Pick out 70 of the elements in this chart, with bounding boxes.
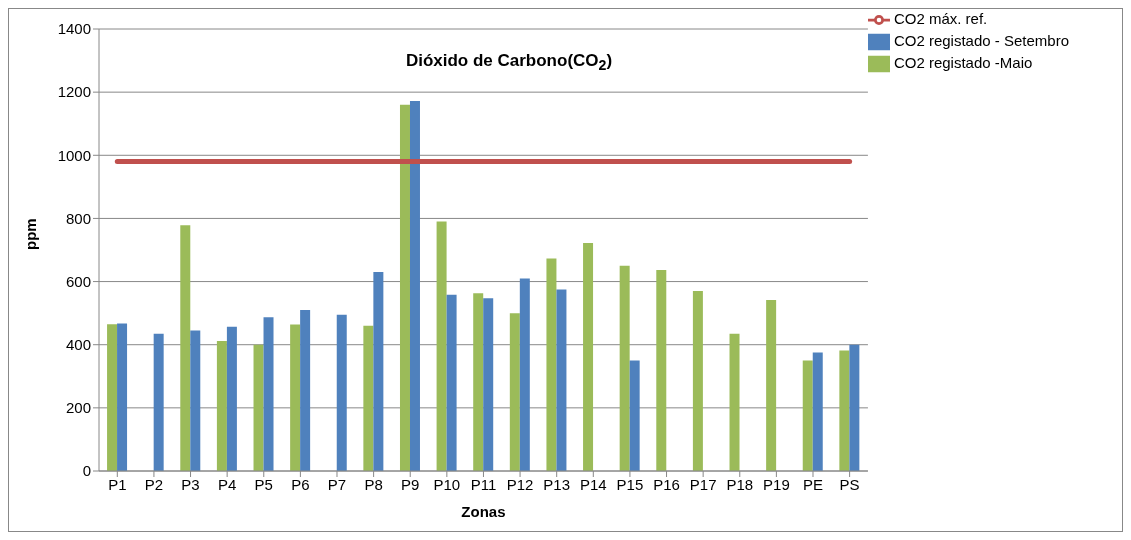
legend-label: CO2 máx. ref. bbox=[893, 10, 988, 27]
bar bbox=[656, 269, 667, 471]
bar bbox=[446, 294, 457, 471]
bar bbox=[692, 291, 703, 471]
x-tick-label: P14 bbox=[579, 475, 607, 493]
x-tick-label: P17 bbox=[689, 475, 717, 493]
x-tick-label: P10 bbox=[433, 475, 461, 493]
x-tick-label: P4 bbox=[217, 475, 237, 493]
x-tick-label: P12 bbox=[506, 475, 534, 493]
bar bbox=[509, 313, 520, 471]
bar bbox=[409, 100, 420, 471]
bar bbox=[483, 298, 494, 471]
legend-label: CO2 registado -Maio bbox=[893, 54, 1033, 72]
bar bbox=[226, 326, 237, 471]
bar bbox=[812, 352, 823, 471]
bar bbox=[336, 314, 347, 471]
bar bbox=[849, 344, 860, 471]
bar bbox=[117, 323, 128, 471]
x-tick-label: P15 bbox=[616, 475, 644, 493]
bar bbox=[263, 317, 274, 471]
bar bbox=[363, 325, 374, 471]
bar bbox=[473, 293, 484, 471]
bar bbox=[729, 333, 740, 471]
x-tick-label: P3 bbox=[181, 475, 200, 493]
y-tick-label: 600 bbox=[65, 272, 91, 290]
x-tick-label: P5 bbox=[254, 475, 273, 493]
x-tick-label: P9 bbox=[401, 475, 420, 493]
x-tick-label: P19 bbox=[763, 475, 790, 493]
bar bbox=[519, 278, 530, 471]
y-tick-label: 200 bbox=[65, 399, 91, 417]
x-tick-label: PS bbox=[839, 475, 860, 493]
x-tick-label: P13 bbox=[543, 475, 571, 493]
bar bbox=[107, 324, 118, 471]
legend-label: CO2 registado - Setembro bbox=[893, 32, 1069, 50]
text: Dióxido de Carbono(CO$_{2}$) bbox=[404, 51, 614, 74]
y-tick-label: 1400 bbox=[57, 20, 91, 38]
bar bbox=[556, 289, 567, 471]
y-tick-label: 0 bbox=[82, 462, 91, 480]
x-tick-label: P7 bbox=[327, 475, 347, 493]
bar bbox=[180, 225, 191, 471]
bar bbox=[399, 104, 410, 471]
bar bbox=[373, 272, 384, 471]
y-tick-label: 400 bbox=[65, 336, 91, 354]
y-tick-label: 1200 bbox=[57, 83, 91, 101]
x-tick-label: P11 bbox=[470, 475, 497, 493]
x-tick-label: P1 bbox=[108, 475, 127, 493]
x-tick-label: P16 bbox=[653, 475, 680, 493]
bar bbox=[190, 330, 201, 471]
bar bbox=[290, 324, 301, 471]
bar bbox=[583, 243, 594, 471]
bar bbox=[766, 299, 777, 471]
bar bbox=[436, 221, 447, 471]
bar bbox=[619, 265, 630, 471]
x-axis-title: Zonas bbox=[461, 503, 506, 520]
y-tick-label: 800 bbox=[65, 209, 91, 227]
y-tick-label: 1000 bbox=[57, 146, 91, 164]
bar bbox=[153, 333, 164, 471]
y-axis-title: ppm bbox=[22, 218, 40, 250]
bar bbox=[546, 258, 557, 471]
bar bbox=[839, 350, 850, 471]
x-tick-label: PE bbox=[802, 475, 824, 493]
x-tick-label: P6 bbox=[291, 475, 310, 493]
bar bbox=[253, 344, 264, 471]
bar bbox=[216, 340, 227, 471]
x-tick-label: P18 bbox=[726, 475, 754, 493]
bar bbox=[300, 309, 311, 471]
bar bbox=[802, 360, 813, 471]
x-tick-label: P2 bbox=[144, 475, 164, 493]
bar bbox=[629, 360, 640, 471]
x-tick-label: P8 bbox=[364, 475, 383, 493]
